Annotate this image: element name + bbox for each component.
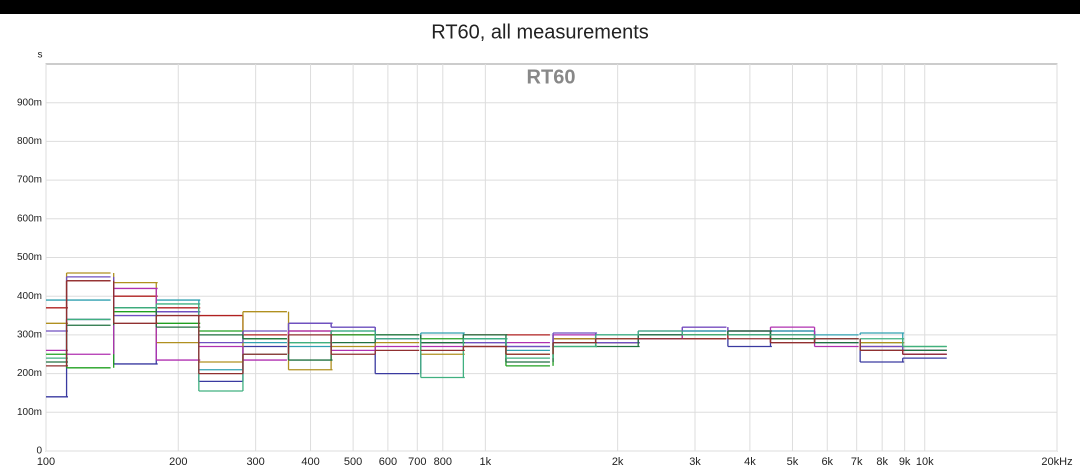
x-tick-label: 500 xyxy=(344,456,362,468)
x-tick-label: 9k xyxy=(899,456,911,468)
x-tick-label: 8k xyxy=(876,456,888,468)
y-tick-label: 600m xyxy=(17,213,42,224)
x-tick-label: 5k xyxy=(787,456,799,468)
y-tick-label: 500m xyxy=(17,252,42,263)
x-tick-label: 7k xyxy=(851,456,863,468)
x-tick-label: 200 xyxy=(169,456,187,468)
y-tick-label: 400m xyxy=(17,291,42,302)
x-tick-label: 600 xyxy=(379,456,397,468)
y-tick-label: 700m xyxy=(17,175,42,186)
x-tick-label: 3k xyxy=(689,456,701,468)
x-tick-label: 2k xyxy=(612,456,624,468)
y-tick-label: 200m xyxy=(17,368,42,379)
y-tick-label: 100m xyxy=(17,407,42,418)
y-tick-label: 800m xyxy=(17,136,42,147)
y-tick-label: 0 xyxy=(36,446,42,457)
top-bar xyxy=(0,0,1080,14)
x-tick-label: 4k xyxy=(744,456,756,468)
x-tick-label: 20kHz xyxy=(1041,456,1072,468)
x-tick-label: 6k xyxy=(821,456,833,468)
x-tick-label: 800 xyxy=(434,456,452,468)
x-tick-label: 700 xyxy=(408,456,426,468)
y-tick-label: 300m xyxy=(17,330,42,341)
x-tick-label: 300 xyxy=(246,456,264,468)
watermark: RT60 xyxy=(527,66,576,88)
x-tick-label: 400 xyxy=(301,456,319,468)
y-axis-label: s xyxy=(38,50,43,61)
x-tick-label: 1k xyxy=(480,456,492,468)
chart-title: RT60, all measurements xyxy=(431,21,649,43)
y-tick-label: 900m xyxy=(17,97,42,108)
x-tick-label: 100 xyxy=(37,456,55,468)
x-tick-label: 10k xyxy=(916,456,934,468)
